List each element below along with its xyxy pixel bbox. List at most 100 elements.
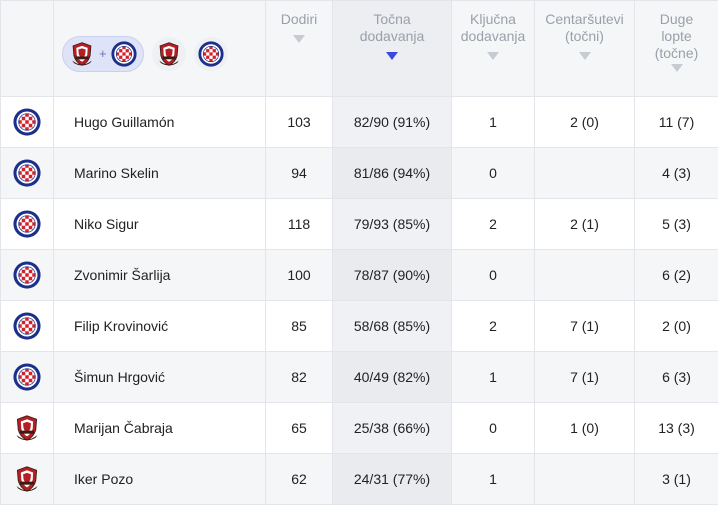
- filter-gorica[interactable]: [151, 36, 186, 71]
- column-label-line: Točna: [373, 11, 411, 27]
- table-row[interactable]: Marijan Čabraja 65 25/38 (66%) 0 1 (0) 1…: [0, 402, 718, 454]
- key-passes-value: 0: [451, 402, 535, 454]
- team-filter-cell: +: [53, 0, 266, 97]
- touches-value: 82: [265, 351, 333, 403]
- hajduk-crest-icon: [13, 261, 41, 289]
- touches-value: 100: [265, 249, 333, 301]
- long-balls-value: 5 (3): [634, 198, 718, 250]
- gorica-crest-icon: [156, 41, 182, 67]
- accurate-passes-value: 78/87 (90%): [332, 249, 452, 301]
- key-passes-value: 1: [451, 351, 535, 403]
- table-row[interactable]: Iker Pozo 62 24/31 (77%) 1 3 (1): [0, 453, 718, 505]
- sort-arrow-icon: [670, 64, 683, 72]
- crosses-value: 7 (1): [534, 351, 635, 403]
- column-header-touches[interactable]: Dodiri: [265, 0, 333, 97]
- accurate-passes-value: 81/86 (94%): [332, 147, 452, 199]
- long-balls-value: 6 (3): [634, 351, 718, 403]
- long-balls-value: 2 (0): [634, 300, 718, 352]
- table-row[interactable]: Zvonimir Šarlija 100 78/87 (90%) 0 6 (2): [0, 249, 718, 301]
- crosses-value: [534, 147, 635, 199]
- touches-value: 94: [265, 147, 333, 199]
- column-header-accurate-passes[interactable]: Točna dodavanja: [332, 0, 452, 97]
- column-label-line: Dodiri: [280, 11, 318, 27]
- table-row[interactable]: Filip Krovinović 85 58/68 (85%) 2 7 (1) …: [0, 300, 718, 352]
- player-name[interactable]: Niko Sigur: [53, 198, 266, 250]
- touches-value: 62: [265, 453, 333, 505]
- column-header-key-passes[interactable]: Ključna dodavanja: [451, 0, 535, 97]
- player-name[interactable]: Iker Pozo: [53, 453, 266, 505]
- table-row[interactable]: Šimun Hrgović 82 40/49 (82%) 1 7 (1) 6 (…: [0, 351, 718, 403]
- gorica-crest-icon: [69, 41, 95, 67]
- filter-both-teams[interactable]: +: [62, 35, 144, 72]
- table-row[interactable]: Marino Skelin 94 81/86 (94%) 0 4 (3): [0, 147, 718, 199]
- column-label-line: (točne): [654, 45, 699, 61]
- team-crest-cell: [0, 96, 54, 148]
- touches-value: 118: [265, 198, 333, 250]
- player-name[interactable]: Hugo Guillamón: [53, 96, 266, 148]
- team-crest-cell: [0, 147, 54, 199]
- player-name[interactable]: Marino Skelin: [53, 147, 266, 199]
- header-team-cell: [0, 0, 54, 97]
- touches-value: 103: [265, 96, 333, 148]
- column-label-line: Centaršutevi: [545, 11, 624, 27]
- crosses-value: 1 (0): [534, 402, 635, 454]
- team-crest-cell: [0, 453, 54, 505]
- accurate-passes-value: 79/93 (85%): [332, 198, 452, 250]
- column-header-crosses[interactable]: Centaršutevi (točni): [534, 0, 635, 97]
- key-passes-value: 2: [451, 300, 535, 352]
- hajduk-crest-icon: [13, 312, 41, 340]
- team-crest-cell: [0, 351, 54, 403]
- gorica-crest-icon: [13, 465, 41, 493]
- key-passes-value: 1: [451, 453, 535, 505]
- sort-arrow-icon: [578, 52, 591, 60]
- hajduk-crest-icon: [13, 210, 41, 238]
- long-balls-value: 11 (7): [634, 96, 718, 148]
- hajduk-crest-icon: [13, 108, 41, 136]
- accurate-passes-value: 25/38 (66%): [332, 402, 452, 454]
- crosses-value: [534, 249, 635, 301]
- key-passes-value: 2: [451, 198, 535, 250]
- column-label-line: Duge: [659, 11, 694, 27]
- long-balls-value: 4 (3): [634, 147, 718, 199]
- hajduk-crest-icon: [13, 159, 41, 187]
- team-crest-cell: [0, 402, 54, 454]
- hajduk-crest-icon: [198, 41, 224, 67]
- player-name[interactable]: Zvonimir Šarlija: [53, 249, 266, 301]
- key-passes-value: 1: [451, 96, 535, 148]
- crosses-value: [534, 453, 635, 505]
- column-label-line: lopte: [661, 28, 692, 44]
- combined-plus-label: +: [99, 46, 107, 61]
- column-label-line: dodavanja: [460, 28, 526, 44]
- key-passes-value: 0: [451, 249, 535, 301]
- team-crest-cell: [0, 198, 54, 250]
- table-header-row: + Dodiri Točna dodavanja: [0, 0, 718, 97]
- hajduk-crest-icon: [111, 41, 137, 67]
- accurate-passes-value: 24/31 (77%): [332, 453, 452, 505]
- filter-hajduk[interactable]: [193, 36, 228, 71]
- crosses-value: 2 (0): [534, 96, 635, 148]
- column-header-long-balls[interactable]: Duge lopte (točne): [634, 0, 718, 97]
- column-label-line: dodavanja: [359, 28, 425, 44]
- player-name[interactable]: Šimun Hrgović: [53, 351, 266, 403]
- table-row[interactable]: Niko Sigur 118 79/93 (85%) 2 2 (1) 5 (3): [0, 198, 718, 250]
- crosses-value: 2 (1): [534, 198, 635, 250]
- long-balls-value: 13 (3): [634, 402, 718, 454]
- long-balls-value: 6 (2): [634, 249, 718, 301]
- sort-arrow-active-icon: [386, 52, 398, 60]
- team-crest-cell: [0, 300, 54, 352]
- sort-arrow-icon: [293, 35, 305, 43]
- long-balls-value: 3 (1): [634, 453, 718, 505]
- hajduk-crest-icon: [13, 363, 41, 391]
- sort-arrow-icon: [487, 52, 499, 60]
- accurate-passes-value: 82/90 (91%): [332, 96, 452, 148]
- accurate-passes-value: 58/68 (85%): [332, 300, 452, 352]
- table-row[interactable]: Hugo Guillamón 103 82/90 (91%) 1 2 (0) 1…: [0, 96, 718, 148]
- key-passes-value: 0: [451, 147, 535, 199]
- touches-value: 65: [265, 402, 333, 454]
- touches-value: 85: [265, 300, 333, 352]
- column-label-line: (točni): [565, 28, 604, 44]
- player-name[interactable]: Filip Krovinović: [53, 300, 266, 352]
- column-label-line: Ključna: [470, 11, 516, 27]
- player-name[interactable]: Marijan Čabraja: [53, 402, 266, 454]
